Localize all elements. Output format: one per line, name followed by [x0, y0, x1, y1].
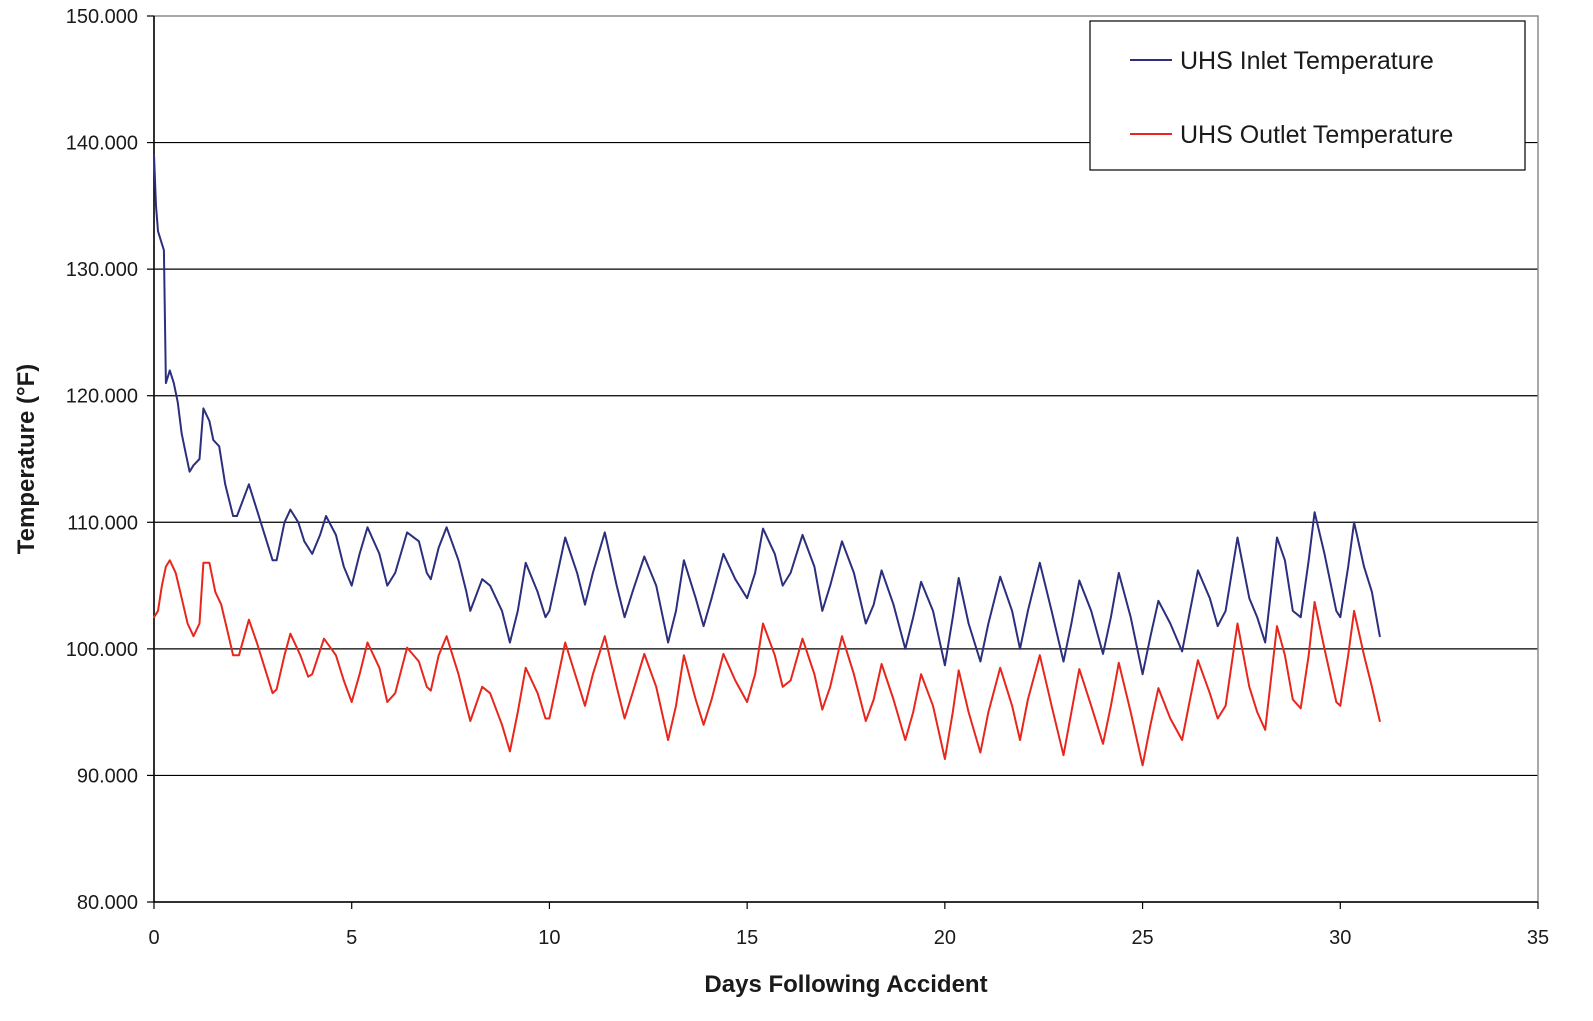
y-tick-label: 100.000	[66, 639, 138, 661]
legend-box	[1089, 20, 1526, 171]
x-axis-title: Days Following Accident	[704, 971, 987, 998]
series-line-outlet	[153, 559, 1381, 767]
y-tick-label: 80.000	[77, 892, 138, 914]
x-tick-label: 10	[538, 927, 560, 949]
legend: UHS Inlet Temperature UHS Outlet Tempera…	[1089, 20, 1526, 171]
x-axis-ticks: 0 5 10 15 20 25 30 35	[148, 902, 1549, 949]
y-axis-ticks: 80.000 90.000 100.000 110.000 120.000 130.000…	[66, 6, 154, 914]
x-tick-label: 25	[1131, 927, 1153, 949]
y-tick-label: 90.000	[77, 765, 138, 787]
series-lines	[153, 154, 1381, 767]
y-axis-title: Temperature (°F)	[13, 364, 40, 555]
x-tick-label: 5	[346, 927, 357, 949]
x-tick-label: 15	[736, 927, 758, 949]
y-tick-label: 110.000	[67, 512, 138, 534]
y-tick-label: 140.000	[66, 133, 138, 155]
x-tick-label: 35	[1527, 927, 1549, 949]
y-tick-label: 150.000	[66, 6, 138, 28]
y-tick-label: 130.000	[66, 259, 138, 281]
x-tick-label: 30	[1329, 927, 1351, 949]
x-tick-label: 20	[934, 927, 956, 949]
series-line-inlet	[153, 154, 1381, 676]
y-tick-label: 120.000	[66, 386, 138, 408]
x-tick-label: 0	[148, 927, 159, 949]
legend-label-outlet: UHS Outlet Temperature	[1180, 121, 1453, 149]
legend-label-inlet: UHS Inlet Temperature	[1180, 47, 1434, 75]
